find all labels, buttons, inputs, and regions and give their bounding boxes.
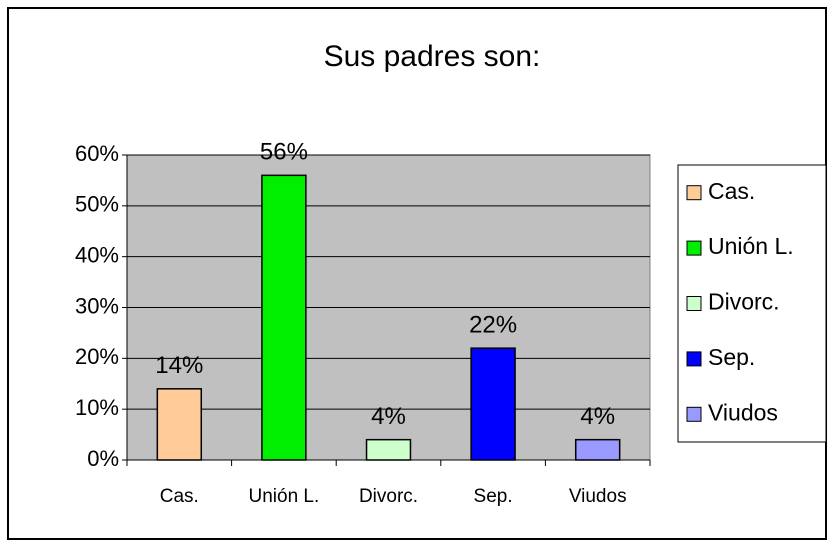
x-tick-label: Cas. — [160, 486, 199, 507]
y-tick-label: 0% — [87, 446, 119, 471]
bar — [261, 174, 307, 461]
x-tick-label: Sep. — [474, 486, 513, 507]
y-tick-label: 30% — [75, 293, 119, 318]
data-label: 4% — [580, 403, 615, 430]
legend-label: Divorc. — [708, 289, 780, 315]
legend-label: Cas. — [708, 178, 755, 204]
y-tick-label: 20% — [75, 344, 119, 369]
y-tick-label: 50% — [75, 192, 119, 217]
legend-swatch — [686, 351, 702, 367]
data-label: 4% — [371, 403, 406, 430]
y-tick-label: 60% — [75, 141, 119, 166]
bar — [156, 388, 203, 461]
x-tick-label: Viudos — [569, 486, 627, 507]
x-tick-label: Unión L. — [249, 486, 320, 507]
data-label: 22% — [469, 312, 517, 339]
y-tick-label: 10% — [75, 395, 119, 420]
legend — [677, 164, 827, 443]
bar — [574, 438, 621, 461]
data-label: 56% — [260, 139, 308, 166]
legend-swatch — [686, 185, 702, 201]
bar — [470, 347, 516, 461]
bar — [365, 438, 412, 461]
legend-swatch — [686, 296, 702, 311]
chart-title: Sus padres son: — [324, 40, 541, 73]
legend-swatch — [686, 406, 702, 422]
data-label: 14% — [155, 352, 203, 379]
y-tick-label: 40% — [75, 242, 119, 267]
legend-label: Sep. — [708, 344, 755, 370]
legend-label: Unión L. — [708, 233, 794, 259]
legend-label: Viudos — [708, 399, 778, 425]
legend-swatch — [686, 240, 702, 256]
x-tick-label: Divorc. — [359, 486, 418, 507]
